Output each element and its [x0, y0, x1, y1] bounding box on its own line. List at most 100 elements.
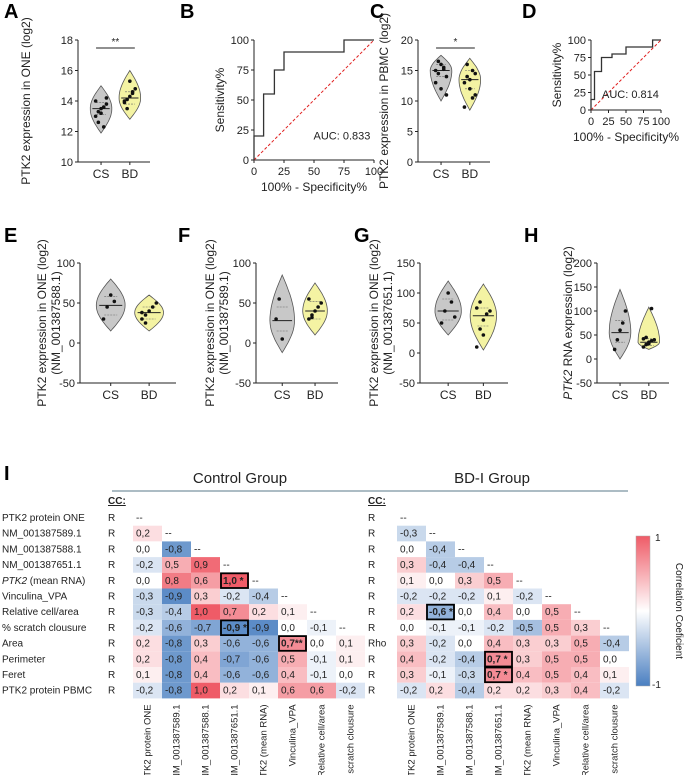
cell-value: 0,1: [136, 670, 150, 681]
column-label: Vinculina_VPA: [288, 704, 299, 767]
data-point: [444, 74, 449, 79]
heatmap-cell: [397, 604, 426, 620]
group-title: BD-I Group: [454, 470, 530, 487]
heatmap-cell: [426, 557, 455, 573]
heatmap-cell: [220, 604, 249, 620]
data-point: [99, 111, 103, 115]
panel-label: A: [4, 1, 18, 23]
heatmap-cell: [484, 682, 513, 699]
y-tick-label: -50: [59, 378, 75, 390]
data-point: [150, 305, 155, 309]
cell-value: -0,2: [136, 623, 154, 634]
cell-value: 0,0: [281, 623, 295, 634]
data-point: [439, 87, 443, 91]
panel-e: E -50 0 50 100 CS BD PTK2 expression in ONE (lo…: [4, 225, 176, 407]
heatmap-cell: [397, 619, 426, 636]
cell-value: -0,8: [165, 654, 183, 665]
data-point: [128, 79, 132, 83]
cell-value: 0,0: [458, 639, 472, 650]
cell-value: -0,5: [516, 623, 534, 634]
data-point: [441, 67, 446, 72]
heatmap-cell: [307, 651, 336, 667]
y-tick-label: 100: [574, 306, 592, 318]
data-point: [478, 300, 482, 304]
coefficient-type: R: [368, 670, 375, 681]
y-tick-label: 0: [69, 338, 75, 350]
data-point: [465, 62, 469, 67]
cell-value: -0,3: [136, 607, 154, 618]
cell-value: 0,1: [487, 592, 501, 603]
heatmap-cell: [484, 619, 513, 636]
cell-value: 0,4: [516, 670, 530, 681]
cell-value: 0,3: [574, 623, 588, 634]
column-label: NM_001387651.1: [230, 704, 241, 775]
panel-label: E: [4, 225, 17, 247]
data-point: [652, 338, 657, 342]
row-label-italic: PTK2: [2, 576, 30, 587]
row-label: PTK2 protein ONE: [2, 513, 85, 524]
column-label: Vinculina_VPA: [552, 704, 563, 767]
data-point: [319, 301, 323, 305]
row-label-rest: (mean RNA): [30, 576, 86, 587]
violin-shape: [469, 283, 497, 351]
coefficient-type: R: [368, 592, 375, 603]
cell-value: -0,7: [223, 654, 241, 665]
heatmap-cell: [278, 604, 307, 620]
cell-value: 0,7**: [281, 639, 303, 650]
y-axis-title-line2: (NM_001387588.1): [49, 271, 63, 374]
panel-label: I: [4, 463, 10, 485]
data-point: [277, 297, 281, 301]
data-point: [108, 293, 113, 297]
cell-value: 0,6: [310, 686, 324, 697]
data-point: [462, 80, 467, 85]
y-tick-label: -50: [399, 378, 415, 390]
y-axis-title: PTK2 expression in ONE (log2): [19, 17, 33, 184]
data-point: [143, 321, 148, 325]
data-point: [140, 317, 144, 321]
cell-value: -0,4: [252, 592, 270, 603]
heatmap-cell: [600, 651, 629, 667]
cell-value: -0,4: [458, 686, 476, 697]
cell-value: 0,5: [545, 654, 559, 665]
y-tick-label: 100: [233, 258, 251, 270]
cell-value: --: [429, 529, 436, 540]
data-point: [93, 99, 98, 103]
violin-shape: [302, 282, 328, 336]
data-point: [470, 68, 475, 73]
data-point: [468, 77, 472, 82]
y-axis-title: PTK2 expression in ONE (log2): [203, 239, 217, 406]
heatmap-cell: [426, 651, 455, 667]
heatmap-cell: [571, 682, 600, 699]
heatmap-cell: [278, 667, 307, 683]
cell-value: -0,9: [165, 592, 183, 603]
data-point: [488, 309, 492, 313]
reference-diagonal: [253, 39, 375, 161]
heatmap-cell: [484, 588, 513, 605]
heatmap-cell: [542, 604, 571, 620]
heatmap-cell: [249, 635, 278, 652]
significant-cell-outline: [484, 650, 513, 668]
x-tick-label: 25: [602, 116, 614, 128]
heatmap-cell: [397, 557, 426, 573]
cell-value: --: [252, 576, 259, 587]
cell-value: -0,8: [165, 670, 183, 681]
heatmap-cell: [191, 682, 220, 699]
column-label: PTK2 (mean RNA): [259, 704, 270, 775]
y-tick-label: 0: [586, 354, 592, 366]
heatmap-cell: [220, 682, 249, 699]
panel-h: H -50 0 50 100 150 200 CS BD PTK2 RNA expression …: [524, 225, 669, 402]
heatmap-cell: [133, 572, 162, 589]
data-point: [307, 297, 311, 301]
cell-value: --: [603, 623, 610, 634]
cell-value: 0,2: [516, 686, 530, 697]
y-tick-label: 50: [63, 298, 75, 310]
cell-value: -0,7: [194, 623, 212, 634]
cell-value: -0,6: [165, 623, 183, 634]
coefficient-type: R: [108, 544, 115, 555]
y-tick-label: 10: [401, 96, 413, 108]
y-tick-label: 150: [574, 282, 592, 294]
heatmap-cell: [513, 604, 542, 620]
y-axis-title-line2: (NM_001387589.1): [217, 271, 231, 374]
x-tick-label: CS: [102, 388, 119, 402]
